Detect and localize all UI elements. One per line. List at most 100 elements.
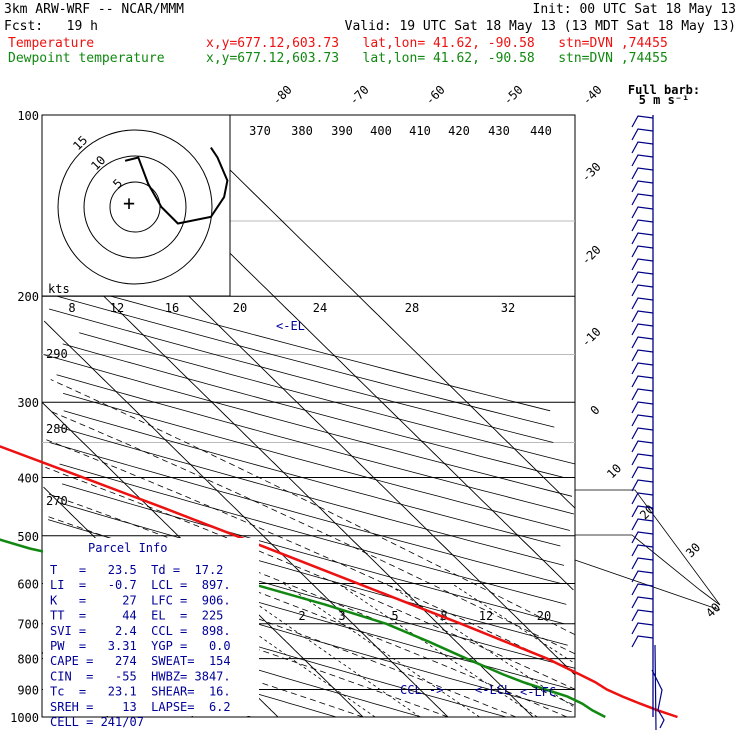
wind-barb bbox=[631, 492, 654, 505]
mixing-ratio-line bbox=[184, 583, 376, 718]
wind-barb-title: Full barb: bbox=[628, 83, 700, 97]
isotherm-tick-label: -80 bbox=[270, 83, 295, 108]
pressure-tick-label: 400 bbox=[17, 471, 39, 485]
wind-barb-column: Full barb:5 m s⁻¹ bbox=[628, 83, 700, 731]
wind-barb bbox=[631, 362, 654, 375]
dry-adiabat-line bbox=[63, 410, 561, 547]
parcel-info-row: CAPE = 274 SWEAT= 154 bbox=[50, 654, 231, 668]
wind-barb bbox=[631, 544, 654, 557]
wind-barb bbox=[631, 297, 654, 310]
wind-barb bbox=[631, 609, 654, 622]
pressure-tick-label: 1000 bbox=[10, 711, 39, 725]
temperature-location: x,y=677.12,603.73 lat,lon= 41.62, -90.58… bbox=[206, 36, 668, 51]
theta-label: 440 bbox=[530, 124, 552, 138]
dry-adiabat-line bbox=[79, 332, 576, 465]
wind-barb bbox=[631, 206, 654, 219]
isotherm-tick-label: -40 bbox=[580, 83, 605, 108]
pressure-tick-label: 800 bbox=[17, 653, 39, 667]
wind-barb bbox=[631, 349, 654, 362]
parcel-info-row: PW = 3.31 YGP = 0.0 bbox=[50, 639, 231, 653]
hodograph-kts-label: kts bbox=[48, 282, 70, 296]
moist-adiabat-line bbox=[43, 438, 574, 672]
theta-label: 430 bbox=[488, 124, 510, 138]
forecast-hour: Fcst: 19 h bbox=[4, 19, 98, 34]
level-annotation: <-LFC bbox=[520, 685, 556, 699]
parcel-info-background bbox=[43, 538, 259, 716]
isotherm-tick-label: -60 bbox=[423, 83, 448, 108]
dry-adiabat-line bbox=[56, 374, 575, 515]
wind-barb bbox=[631, 466, 654, 479]
wind-barb bbox=[631, 479, 654, 492]
pressure-tick-label: 100 bbox=[17, 109, 39, 123]
parcel-info-row: CELL = 241/07 bbox=[50, 715, 144, 729]
isotherm-tick-label: 0 bbox=[588, 403, 603, 418]
parcel-info-row: K = 27 LFC = 906. bbox=[50, 593, 231, 607]
wind-barb bbox=[631, 531, 654, 544]
hodograph-frame bbox=[41, 114, 231, 297]
level-annotation: CCL -> bbox=[400, 683, 443, 697]
hodograph-speed-label: 32 bbox=[501, 301, 515, 315]
mixing-ratio-line bbox=[226, 583, 421, 718]
isotherm-tick-label: 10 bbox=[604, 461, 624, 481]
wind-barb bbox=[631, 375, 654, 388]
mixing-ratio-line bbox=[337, 583, 538, 718]
hodograph-ring bbox=[57, 129, 213, 285]
hodograph-speed-label: 16 bbox=[165, 301, 179, 315]
hodograph-speed-label: 24 bbox=[313, 301, 327, 315]
wind-barb bbox=[631, 596, 654, 609]
dewpoint-legend-label: Dewpoint temperature bbox=[8, 51, 165, 66]
isotherm-tick-label: 40 bbox=[703, 600, 723, 620]
mixing-ratio-label: 12 bbox=[479, 609, 493, 623]
wind-barb bbox=[631, 505, 654, 518]
mixing-ratio-line bbox=[283, 583, 480, 718]
wind-barb bbox=[631, 622, 654, 635]
isotherm-tick-label: -70 bbox=[347, 83, 372, 108]
parcel-info-row: LI = -0.7 LCL = 897. bbox=[50, 578, 231, 592]
theta-label: 400 bbox=[370, 124, 392, 138]
hodograph-speed-label: 12 bbox=[110, 301, 124, 315]
moist-adiabat-line bbox=[45, 467, 576, 690]
isotherm-tick-label: -30 bbox=[579, 160, 604, 185]
wind-barb bbox=[631, 167, 654, 180]
wind-barb bbox=[631, 557, 654, 570]
mixing-ratio-line bbox=[451, 583, 573, 663]
wind-barb bbox=[631, 401, 654, 414]
mixing-ratio-label: 5 bbox=[391, 609, 398, 623]
dewpoint-location: x,y=677.12,603.73 lat,lon= 41.62, -90.58… bbox=[206, 51, 668, 66]
wind-barb bbox=[631, 193, 654, 206]
pressure-tick-label: 900 bbox=[17, 683, 39, 697]
wind-barb bbox=[631, 635, 654, 648]
pressure-tick-label: 200 bbox=[17, 290, 39, 304]
wind-barb bbox=[651, 644, 665, 731]
wind-barb bbox=[631, 518, 654, 531]
hodograph-speed-label: 20 bbox=[233, 301, 247, 315]
wind-barb bbox=[631, 128, 654, 141]
temperature-legend-label: Temperature bbox=[8, 36, 95, 51]
pressure-tick-label: 500 bbox=[17, 530, 39, 544]
wind-barb bbox=[631, 570, 654, 583]
wind-barb bbox=[631, 440, 654, 453]
wind-barb bbox=[631, 310, 654, 323]
dry-adiabat-line bbox=[57, 295, 555, 428]
pressure-tick-label: 600 bbox=[17, 577, 39, 591]
wind-barb bbox=[631, 180, 654, 193]
theta-label: 270 bbox=[46, 494, 68, 508]
isotherm-tick-label: 30 bbox=[683, 540, 703, 560]
hodograph-ring bbox=[109, 181, 161, 233]
hodograph-origin: + bbox=[123, 191, 135, 215]
level-annotation: <-LCL bbox=[475, 683, 511, 697]
theta-label: 410 bbox=[409, 124, 431, 138]
pressure-tick-label: 300 bbox=[17, 396, 39, 410]
init-time: Init: 00 UTC Sat 18 May 13 bbox=[532, 2, 737, 17]
parcel-info-row: CIN = -55 HWBZ= 3847. bbox=[50, 669, 231, 683]
dry-adiabat-line bbox=[49, 442, 561, 584]
hodograph-trace bbox=[124, 147, 229, 225]
wind-barb bbox=[631, 388, 654, 401]
wind-barb bbox=[631, 453, 654, 466]
moist-adiabat-line bbox=[48, 516, 568, 718]
dry-adiabat-line bbox=[43, 354, 573, 497]
dry-adiabat-line bbox=[57, 502, 568, 646]
isotherm-line bbox=[43, 237, 534, 718]
wind-barb bbox=[631, 414, 654, 427]
